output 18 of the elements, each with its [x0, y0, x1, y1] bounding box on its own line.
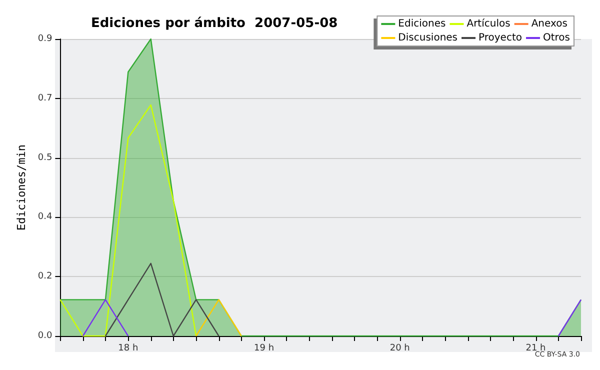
- x-tick-label: 20 h: [390, 344, 410, 354]
- y-tick-label: 0.9: [38, 34, 52, 44]
- legend-label: Ediciones: [398, 18, 446, 30]
- legend-label: Artículos: [466, 18, 510, 30]
- y-tick-label: 0.4: [38, 212, 52, 222]
- y-tick-label: 0.7: [38, 93, 52, 104]
- y-tick-label: 0.2: [38, 272, 52, 282]
- x-tick-label: 18 h: [118, 344, 138, 354]
- y-axis-title: Ediciones/min: [15, 144, 28, 231]
- y-tick-label: 0.0: [38, 331, 52, 341]
- legend-label: Anexos: [531, 18, 568, 30]
- y-tick-label: 0.5: [38, 152, 52, 163]
- legend-label: Discusiones: [398, 32, 458, 44]
- x-tick-label: 19 h: [254, 344, 274, 354]
- line-series: [60, 104, 197, 337]
- chart-title: Ediciones por ámbito 2007-05-08: [91, 16, 338, 31]
- legend-label: Proyecto: [478, 32, 522, 44]
- legend-label: Otros: [542, 32, 570, 44]
